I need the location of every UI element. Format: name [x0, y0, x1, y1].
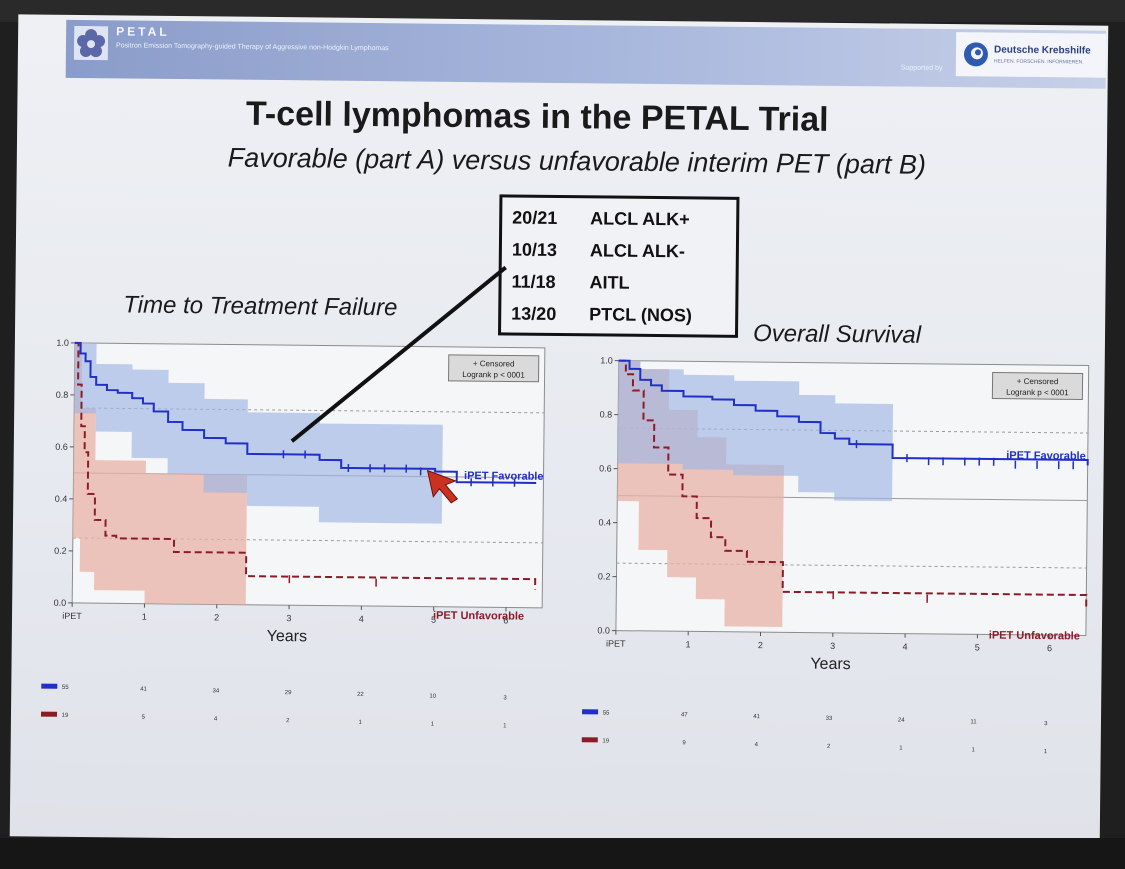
x-tick-label: 3	[286, 613, 291, 623]
x-tick-label: 1	[686, 639, 691, 649]
x-tick-label: 2	[214, 612, 219, 622]
unfavorable-confidence-band	[72, 342, 248, 605]
x-tick-label: 6	[503, 615, 508, 625]
deutsche-krebshilfe-swirl-icon	[963, 42, 988, 67]
sponsor-logo-box: Deutsche Krebshilfe HELFEN. FORSCHEN. IN…	[955, 32, 1107, 78]
y-tick-label: 0.2	[598, 571, 611, 581]
pointer-overlay	[290, 265, 507, 504]
y-tick-label: 1.0	[56, 338, 69, 348]
x-tick-label: 5	[431, 615, 436, 625]
y-tick-label: 0.4	[598, 517, 611, 527]
y-tick-label: 0.2	[54, 546, 67, 556]
os-km-chart: 0.0 0.2 0.4 0.6 0.8 1.0 iPET 1 2 3 4 5 6 Years + Censo…	[597, 355, 1090, 673]
x-tick-label: 3	[830, 641, 835, 651]
y-tick-label: 0.4	[55, 494, 68, 504]
petal-banner: PETAL Positron Emission Tomography-guide…	[65, 19, 1107, 89]
x-axis-label: Years	[267, 628, 308, 645]
legend-text: + Censored	[473, 359, 515, 368]
petal-flower-icon	[73, 25, 109, 61]
x-tick-label: 5	[975, 642, 980, 652]
x-tick-label: 2	[758, 640, 763, 650]
y-tick-label: 0.0	[597, 625, 610, 635]
y-tick-label: 0.8	[56, 390, 69, 400]
unfavorable-survival-line	[74, 341, 537, 590]
y-tick-label: 0.8	[600, 409, 613, 419]
presentation-slide: PETAL Positron Emission Tomography-guide…	[9, 14, 1109, 848]
unfavorable-series-label: iPET Unfavorable	[989, 630, 1080, 643]
censored-legend-box: + Censored Logrank p < 0001	[991, 372, 1084, 400]
legend-text: Logrank p < 0001	[1006, 388, 1069, 398]
y-tick-label: 1.0	[600, 355, 613, 365]
ttf-km-chart: 0.0 0.2 0.4 0.6 0.8 1.0 iPET 1 2 3 4 5 6 Years + Censo…	[54, 338, 546, 645]
red-cursor-arrow-icon	[426, 469, 459, 504]
legend-frame	[448, 354, 540, 383]
y-tick-label: 0.0	[54, 598, 67, 608]
legend-text: Logrank p < 0001	[462, 370, 525, 380]
y-tick-label: 0.6	[599, 463, 612, 473]
x-tick-label: 4	[902, 642, 907, 652]
favorable-survival-line	[618, 359, 1089, 466]
x-tick-label: 4	[359, 614, 364, 624]
unfavorable-series-label: iPET Unfavorable	[433, 610, 524, 623]
unfavorable-survival-line	[618, 359, 1088, 609]
y-tick-label: 0.6	[55, 442, 68, 452]
x-tick-label: iPET	[606, 639, 626, 649]
x-axis-label: Years	[810, 656, 851, 673]
favorable-confidence-band	[74, 342, 443, 524]
x-tick-label: 6	[1047, 643, 1052, 653]
censored-legend-box: + Censored Logrank p < 0001	[448, 354, 540, 383]
legend-frame	[991, 372, 1084, 400]
x-tick-label: 1	[142, 612, 147, 622]
legend-text: + Censored	[1017, 377, 1059, 386]
favorable-series-label: iPET Favorable	[1006, 450, 1086, 463]
x-tick-label: iPET	[62, 611, 82, 621]
favorable-survival-line	[74, 341, 537, 484]
projector-surround-bottom	[0, 838, 1125, 869]
favorable-series-label: iPET Favorable	[464, 470, 544, 483]
callout-line	[290, 265, 507, 443]
